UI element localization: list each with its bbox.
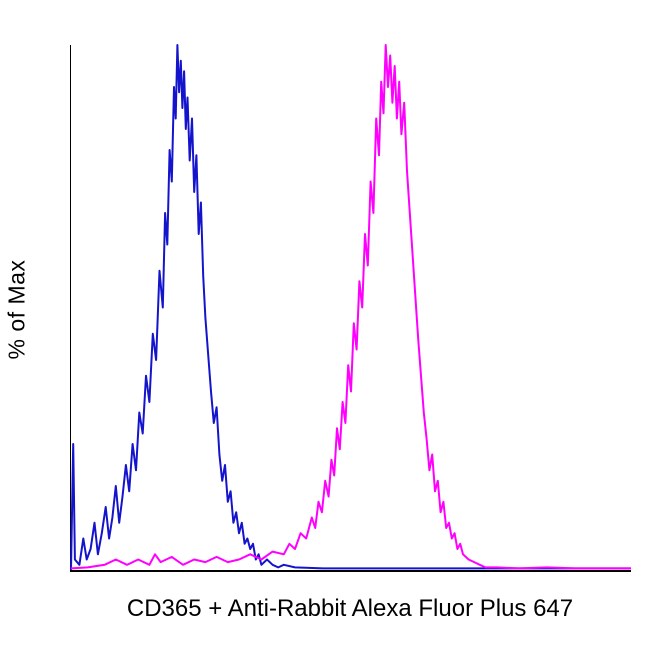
blue-curve: [70, 44, 631, 571]
magenta-curve: [70, 44, 631, 570]
histogram-svg: [70, 44, 631, 571]
plot-area: [70, 44, 631, 572]
x-axis-label: CD365 + Anti-Rabbit Alexa Fluor Plus 647: [126, 595, 574, 622]
y-axis-label: % of Max: [3, 259, 30, 360]
